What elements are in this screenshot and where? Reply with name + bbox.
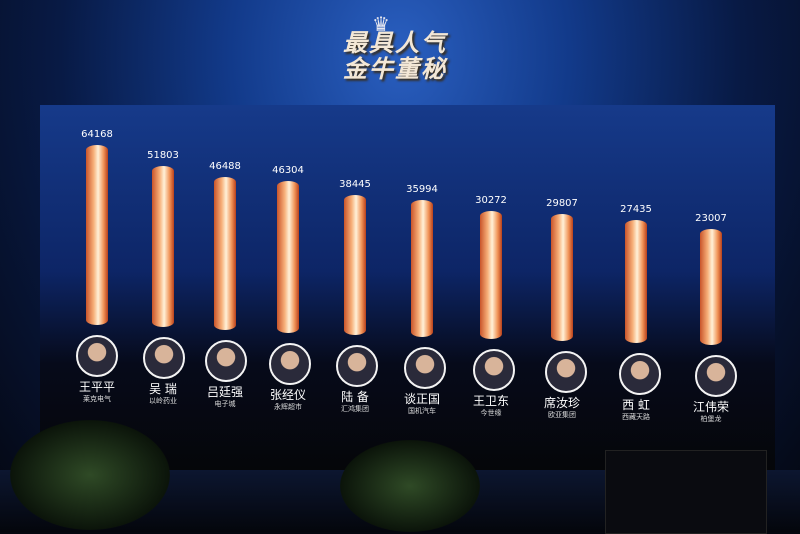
bar	[551, 214, 573, 341]
bar	[411, 200, 433, 337]
crown-icon: ♛	[372, 12, 390, 36]
avatar	[403, 347, 446, 389]
stage-speaker	[605, 450, 767, 534]
company-name: 电子城	[214, 400, 236, 408]
bar	[625, 219, 647, 343]
avatar	[76, 335, 118, 377]
title-line-1: 最具人气	[343, 29, 447, 57]
avatar	[694, 355, 737, 397]
value-label: 30272	[475, 195, 507, 207]
bar	[86, 145, 108, 325]
chart-title: 最具人气 金牛董秘	[300, 30, 490, 82]
company-name: 今世缘	[480, 409, 502, 417]
bar	[344, 194, 366, 335]
value-label: 38445	[339, 178, 371, 190]
avatar	[268, 343, 311, 385]
person-name: 席汝珍	[543, 396, 581, 410]
value-label: 27435	[620, 203, 652, 215]
company-name: 柏堡龙	[700, 415, 722, 423]
person-name: 陆 备	[341, 390, 369, 404]
avatar	[544, 351, 587, 393]
bar	[480, 211, 502, 339]
person-name: 谈正国	[403, 392, 441, 406]
value-label: 29807	[546, 198, 578, 209]
company-name: 以岭药业	[149, 397, 177, 405]
company-name: 西藏天路	[622, 413, 650, 421]
avatar	[205, 340, 247, 382]
plant-decoration	[340, 440, 480, 532]
company-name: 汇鸿集团	[341, 405, 369, 413]
company-name: 莱克电气	[83, 395, 111, 403]
company-name: 欧亚集团	[548, 411, 576, 419]
avatar	[336, 345, 378, 387]
person-name: 西 虹	[622, 398, 650, 412]
person-name: 江伟荣	[692, 400, 730, 414]
person-name: 吴 瑞	[149, 382, 177, 396]
avatar	[142, 337, 185, 379]
value-label: 35994	[406, 184, 438, 196]
person-name: 王平平	[78, 380, 116, 394]
avatar	[619, 353, 661, 395]
avatar	[473, 349, 515, 391]
value-label: 46304	[272, 164, 304, 176]
bar	[214, 177, 236, 330]
bar	[152, 166, 174, 327]
person-name: 王卫东	[472, 394, 510, 408]
bar	[277, 180, 299, 333]
bar	[700, 228, 722, 345]
company-name: 永辉超市	[274, 403, 302, 411]
person-name: 吕廷强	[206, 385, 244, 399]
person-name: 张经仪	[269, 388, 307, 402]
title-line-2: 金牛董秘	[343, 55, 447, 83]
value-label: 64168	[81, 129, 113, 140]
company-name: 国机汽车	[408, 407, 436, 415]
value-label: 51803	[147, 150, 179, 162]
plant-decoration	[10, 420, 170, 530]
value-label: 23007	[695, 212, 727, 224]
value-label: 46488	[209, 161, 241, 173]
